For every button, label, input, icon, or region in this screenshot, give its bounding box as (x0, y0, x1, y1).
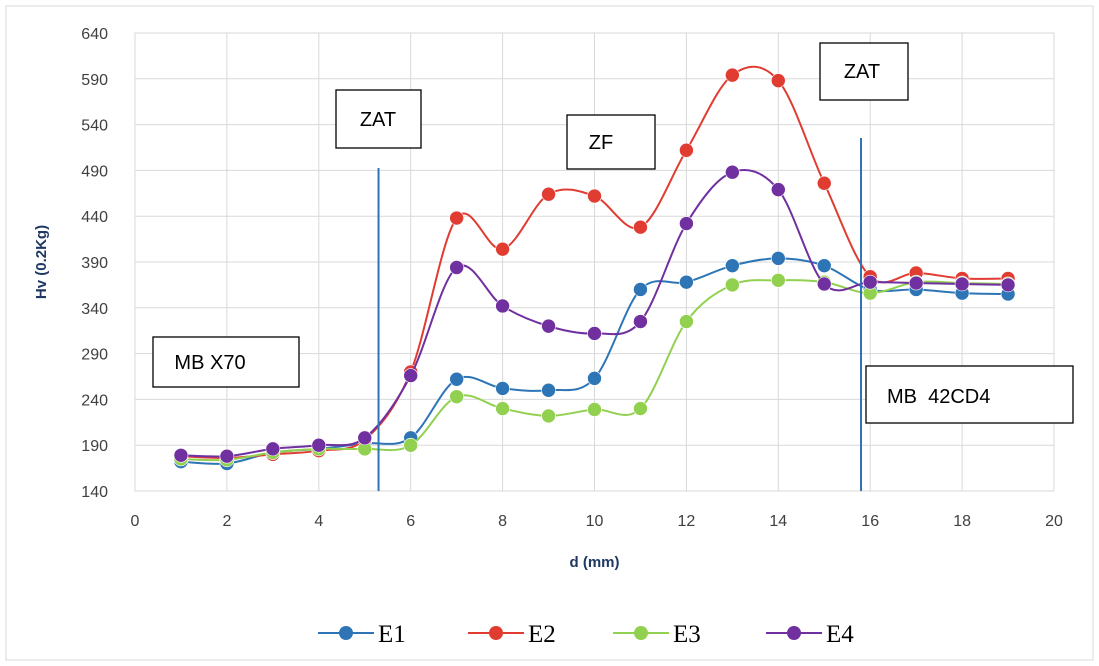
data-point-e3 (403, 437, 419, 453)
y-tick-label: 390 (81, 255, 108, 272)
data-point-e4 (311, 437, 327, 453)
data-point-e4 (541, 318, 556, 334)
legend-label-e2: E2 (528, 621, 556, 648)
data-point-e3 (725, 277, 740, 293)
y-tick-label: 590 (81, 72, 108, 89)
annotation-mb-42cd4: MB 42CD4 (865, 365, 1074, 424)
y-tick-label: 240 (81, 392, 108, 409)
series-group (173, 65, 1016, 471)
data-point-e4 (1000, 277, 1016, 293)
x-axis-ticks: 0 2 4 6 8 10 12 14 16 18 20 (131, 513, 1063, 530)
y-tick-label: 340 (81, 301, 108, 318)
data-point-e1 (449, 371, 464, 387)
x-tick-label: 10 (586, 513, 604, 530)
data-point-e1 (770, 251, 786, 266)
data-point-e1 (725, 258, 740, 273)
data-point-e3 (770, 273, 786, 288)
data-point-e4 (449, 260, 464, 275)
annotation-zat-left-text: ZAT (360, 109, 396, 131)
data-point-e2 (449, 210, 464, 226)
data-point-e2 (770, 73, 786, 88)
data-point-e4 (908, 275, 924, 291)
x-tick-label: 6 (406, 513, 415, 530)
x-tick-label: 8 (498, 513, 507, 530)
y-tick-label: 290 (81, 347, 108, 364)
data-point-e2 (495, 241, 510, 257)
data-point-e1 (633, 282, 648, 297)
y-tick-label: 540 (81, 118, 108, 135)
data-point-e1 (816, 258, 832, 273)
data-point-e2 (679, 142, 694, 158)
data-point-e4 (816, 276, 832, 292)
x-tick-label: 0 (131, 513, 140, 530)
x-tick-label: 20 (1045, 513, 1063, 530)
data-point-e4 (633, 314, 648, 329)
data-point-e3 (541, 408, 556, 424)
legend-marker-e4 (787, 626, 801, 640)
data-point-e3 (449, 389, 464, 404)
annotation-zat-right-text: ZAT (844, 61, 880, 83)
data-point-e4 (725, 164, 740, 180)
annotation-zf-text: ZF (589, 132, 613, 154)
chart-border (5, 5, 1094, 661)
data-point-e2 (725, 67, 740, 83)
data-point-e4 (357, 430, 373, 446)
legend-label-e3: E3 (673, 621, 701, 648)
legend-label-e1: E1 (378, 621, 406, 648)
annotation-mb-x70: MB X70 (152, 336, 300, 388)
data-point-e4 (173, 447, 189, 463)
x-tick-label: 12 (678, 513, 696, 530)
data-point-e3 (495, 401, 510, 416)
data-point-e2 (633, 219, 648, 235)
legend-marker-e2 (489, 626, 503, 640)
data-point-e4 (587, 326, 602, 341)
data-point-e1 (679, 274, 694, 290)
legend-label-e4: E4 (826, 621, 854, 648)
data-point-e2 (816, 175, 832, 191)
y-tick-label: 640 (81, 26, 108, 43)
data-point-e3 (633, 401, 648, 416)
x-tick-label: 16 (861, 513, 879, 530)
data-point-e4 (770, 182, 786, 197)
y-tick-label: 190 (81, 438, 108, 455)
legend: E1 E2 E3 E4 (318, 621, 854, 648)
data-point-e1 (541, 382, 556, 398)
annotation-zf: ZF (566, 114, 656, 170)
data-point-e4 (495, 298, 510, 314)
x-axis-label: d (mm) (570, 554, 620, 571)
legend-marker-e1 (339, 626, 353, 640)
data-point-e2 (587, 188, 602, 204)
annotation-zat-left: ZAT (335, 89, 422, 149)
data-point-e1 (495, 381, 510, 396)
y-axis-ticks: 140 190 240 290 340 390 440 490 540 590 640 (81, 26, 108, 501)
x-tick-label: 4 (314, 513, 323, 530)
legend-marker-e3 (634, 626, 648, 640)
data-point-e4 (862, 274, 878, 290)
x-tick-label: 18 (953, 513, 971, 530)
series-e4 (173, 164, 1016, 464)
annotation-mb-x70-text: MB X70 (174, 352, 245, 374)
zone-boundary-lines (377, 138, 863, 491)
data-point-e4 (679, 216, 694, 231)
data-point-e2 (541, 186, 556, 202)
x-tick-label: 2 (222, 513, 231, 530)
x-tick-label: 14 (769, 513, 787, 530)
data-point-e3 (587, 402, 602, 417)
y-tick-label: 490 (81, 163, 108, 180)
annotation-zat-right: ZAT (819, 42, 909, 101)
y-tick-label: 140 (81, 484, 108, 501)
data-point-e4 (265, 441, 281, 457)
data-point-e1 (587, 371, 602, 386)
data-point-e4 (219, 448, 235, 464)
y-tick-label: 440 (81, 209, 108, 226)
data-point-e3 (679, 314, 694, 329)
data-point-e4 (954, 276, 970, 292)
data-point-e4 (403, 368, 419, 383)
annotation-mb-42cd4-text: MB 42CD4 (887, 386, 990, 408)
y-axis-label: Hv (0.2Kg) (33, 225, 50, 299)
